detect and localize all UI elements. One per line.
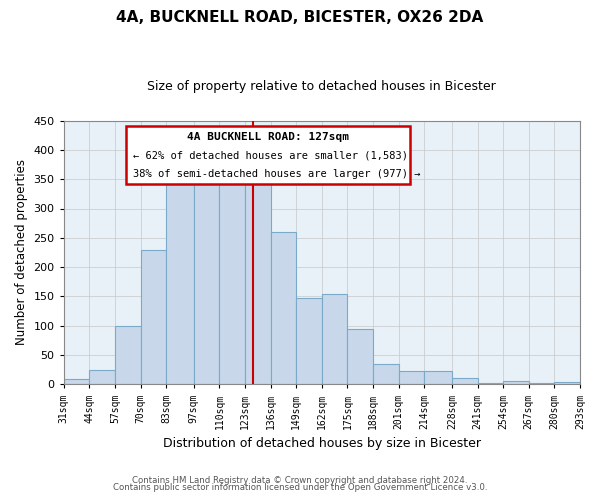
Bar <box>194 168 220 384</box>
Bar <box>503 382 529 384</box>
Bar <box>347 328 373 384</box>
Text: Contains HM Land Registry data © Crown copyright and database right 2024.: Contains HM Land Registry data © Crown c… <box>132 476 468 485</box>
Text: 4A, BUCKNELL ROAD, BICESTER, OX26 2DA: 4A, BUCKNELL ROAD, BICESTER, OX26 2DA <box>116 10 484 25</box>
Bar <box>529 383 554 384</box>
Y-axis label: Number of detached properties: Number of detached properties <box>15 160 28 346</box>
Bar <box>64 378 89 384</box>
Bar <box>89 370 115 384</box>
Bar <box>554 382 580 384</box>
Text: 4A BUCKNELL ROAD: 127sqm: 4A BUCKNELL ROAD: 127sqm <box>187 132 349 142</box>
Bar <box>166 170 194 384</box>
Text: 38% of semi-detached houses are larger (977) →: 38% of semi-detached houses are larger (… <box>133 170 421 179</box>
Title: Size of property relative to detached houses in Bicester: Size of property relative to detached ho… <box>148 80 496 93</box>
Bar <box>373 364 399 384</box>
X-axis label: Distribution of detached houses by size in Bicester: Distribution of detached houses by size … <box>163 437 481 450</box>
Bar <box>322 294 347 384</box>
Bar <box>140 250 166 384</box>
Bar <box>452 378 478 384</box>
Bar <box>271 232 296 384</box>
Bar <box>296 298 322 384</box>
Text: Contains public sector information licensed under the Open Government Licence v3: Contains public sector information licen… <box>113 484 487 492</box>
Bar <box>220 164 245 384</box>
Bar <box>245 176 271 384</box>
FancyBboxPatch shape <box>125 126 410 184</box>
Bar <box>115 326 140 384</box>
Bar <box>399 372 424 384</box>
Bar <box>478 383 503 384</box>
Bar <box>424 372 452 384</box>
Text: ← 62% of detached houses are smaller (1,583): ← 62% of detached houses are smaller (1,… <box>133 151 409 161</box>
